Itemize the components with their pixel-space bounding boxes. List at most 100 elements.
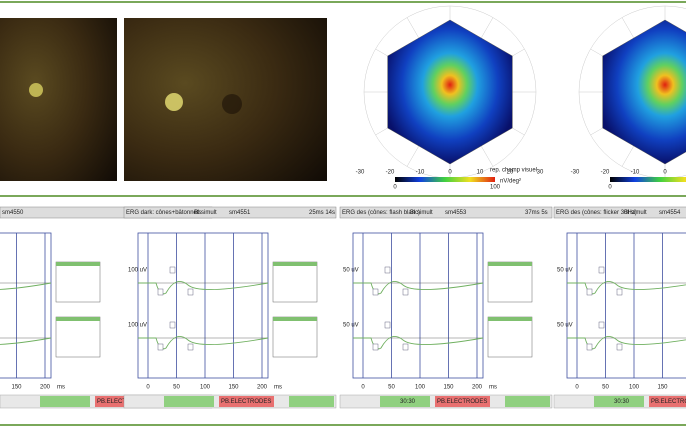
x-tick-label: 50	[173, 385, 180, 391]
panel-header-text: sm4553	[445, 210, 467, 216]
x-tick-label: 100	[200, 385, 211, 391]
x-tick-label: 150	[11, 385, 22, 391]
x-unit: ms	[57, 385, 65, 391]
x-tick-label: 100	[629, 385, 640, 391]
erg-trace	[0, 282, 52, 290]
marker-box	[616, 288, 623, 296]
panel-header-text: ERG des (cônes: flash blanc)	[342, 210, 420, 216]
status-ok	[505, 396, 550, 407]
plot-area	[566, 232, 686, 379]
scale-label: 50 uV	[557, 268, 573, 274]
marker-box	[372, 288, 379, 296]
status-text: PB.ELECTRODES	[651, 399, 686, 405]
map-tick-label: -30	[571, 170, 580, 176]
mferg-map	[602, 19, 686, 165]
map-tick-label: 20	[507, 170, 514, 176]
status-text: 30:30	[400, 399, 416, 405]
x-tick-label: 200	[40, 385, 51, 391]
map-tick-label: -10	[631, 170, 640, 176]
result-table-head	[56, 317, 100, 321]
panel-header	[123, 206, 337, 219]
panel-header-text: Bl simult	[194, 210, 217, 216]
x-tick-label: 0	[361, 385, 365, 391]
colorbar	[610, 177, 686, 182]
status-error	[435, 396, 490, 407]
panel-header-text: ERG des (cônes: flicker 30Hz)	[556, 210, 637, 216]
marker-box	[187, 288, 194, 296]
map-tick-label: -20	[386, 170, 395, 176]
result-table-head	[488, 262, 532, 266]
colorbar-label: 0	[393, 185, 397, 191]
marker-box	[384, 266, 391, 274]
status-ok	[40, 396, 90, 407]
x-tick-label: 150	[228, 385, 239, 391]
result-table	[272, 261, 318, 303]
marker-box	[586, 288, 593, 296]
status-text: PB.ELECTRODES	[221, 399, 271, 405]
scale-label: 50 uV	[343, 268, 359, 274]
status-error	[219, 396, 274, 407]
marker-box	[616, 343, 623, 351]
status-ok	[380, 396, 430, 407]
result-table	[272, 316, 318, 358]
colorbar-unit: nV/deg²	[500, 179, 521, 185]
status-ok	[164, 396, 214, 407]
marker-box	[598, 321, 605, 329]
map-tick-label: 10	[477, 170, 484, 176]
x-tick-label: 50	[388, 385, 395, 391]
panel-header-text: ERG dark: cônes+bâtonnets	[126, 210, 202, 216]
map-tick-label: 0	[663, 170, 667, 176]
result-table-head	[273, 262, 317, 266]
map-tick-label: -10	[416, 170, 425, 176]
result-table	[487, 261, 533, 303]
panel-header	[553, 206, 686, 219]
x-tick-label: 200	[257, 385, 268, 391]
x-tick-label: 0	[575, 385, 579, 391]
result-table-head	[488, 317, 532, 321]
marker-box	[586, 343, 593, 351]
map-caption: rep. champ visuel	[490, 168, 537, 174]
plot-area	[352, 232, 484, 379]
scale-label: 50 uV	[557, 323, 573, 329]
status-ok	[594, 396, 644, 407]
x-tick-label: 150	[657, 385, 668, 391]
optic-disc	[29, 83, 43, 97]
plot-area	[137, 232, 269, 379]
panel-header	[339, 206, 553, 219]
marker-box	[384, 321, 391, 329]
marker-box	[157, 343, 164, 351]
scale-label: 100 uV	[128, 323, 147, 329]
x-tick-label: 200	[472, 385, 483, 391]
result-table-head	[56, 262, 100, 266]
x-unit: ms	[274, 385, 282, 391]
marker-box	[169, 266, 176, 274]
x-tick-label: 50	[602, 385, 609, 391]
result-table	[487, 316, 533, 358]
status-error	[649, 396, 686, 407]
map-tick-label: -30	[356, 170, 365, 176]
colorbar-label: 100	[490, 185, 501, 191]
result-table	[55, 261, 101, 303]
panel-header-text: 25ms 14s	[309, 210, 335, 216]
marker-box	[598, 266, 605, 274]
x-tick-label: 150	[443, 385, 454, 391]
status-text: 30:30	[614, 399, 630, 405]
scale-label: 50 uV	[343, 323, 359, 329]
marker-box	[187, 343, 194, 351]
marker-box	[157, 288, 164, 296]
panel-header-text: Bl simult	[410, 210, 433, 216]
x-tick-label: 100	[415, 385, 426, 391]
colorbar-label: 0	[608, 185, 612, 191]
map-tick-label: 0	[448, 170, 452, 176]
status-ok	[289, 396, 334, 407]
colorbar	[395, 177, 495, 182]
mferg-map	[387, 19, 513, 165]
optic-disc	[165, 93, 183, 111]
status-text: PB.ELECTRODES	[97, 399, 147, 405]
panel-header-text: sm4551	[229, 210, 251, 216]
status-error	[95, 396, 150, 407]
erg-trace	[0, 337, 52, 345]
result-table	[55, 316, 101, 358]
panel-header-text: sm4550	[2, 210, 24, 216]
